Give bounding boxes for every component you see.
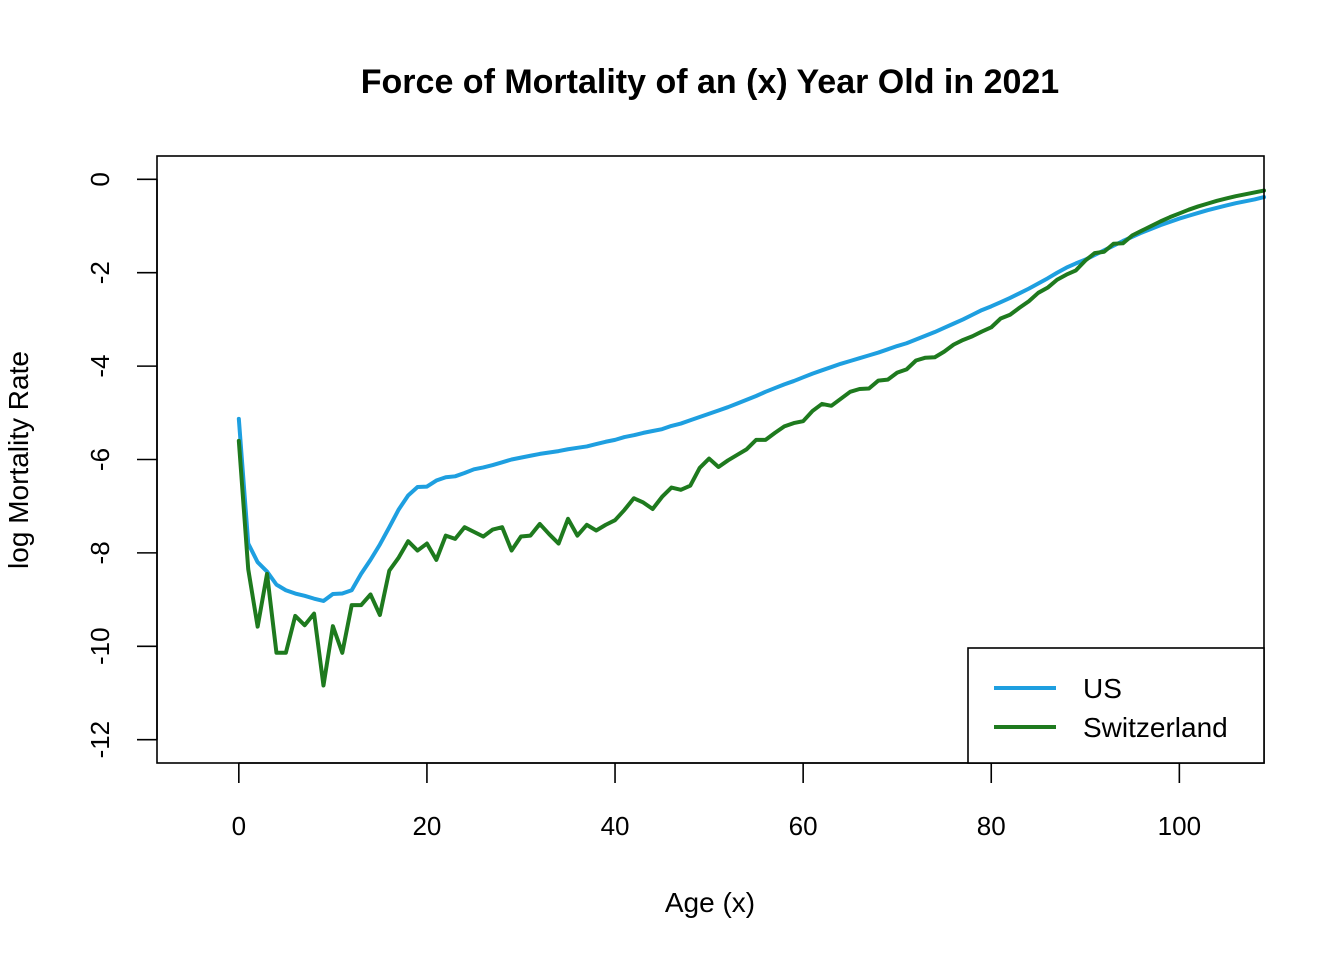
legend-label-switzerland: Switzerland bbox=[1083, 712, 1228, 743]
y-tick-label: 0 bbox=[85, 172, 115, 186]
x-tick-label: 0 bbox=[232, 811, 246, 841]
x-tick-label: 60 bbox=[789, 811, 818, 841]
y-tick-label: -6 bbox=[85, 448, 115, 471]
plot-frame bbox=[156, 155, 1265, 764]
y-tick-label: -8 bbox=[85, 541, 115, 564]
y-tick-label: -12 bbox=[85, 721, 115, 759]
legend: US Switzerland bbox=[967, 647, 1265, 764]
chart-title: Force of Mortality of an (x) Year Old in… bbox=[361, 63, 1059, 101]
series-line-switzerland bbox=[236, 188, 1266, 688]
x-axis-label: Age (x) bbox=[665, 887, 755, 918]
legend-box bbox=[967, 647, 1265, 764]
x-tick-label: 100 bbox=[1158, 811, 1201, 841]
series-layer bbox=[236, 188, 1266, 688]
x-tick-label: 40 bbox=[601, 811, 630, 841]
y-tick-label: -4 bbox=[85, 355, 115, 378]
x-tick-label: 20 bbox=[412, 811, 441, 841]
legend-label-us: US bbox=[1083, 673, 1122, 704]
x-tick-label: 80 bbox=[977, 811, 1006, 841]
x-axis: 0 20 40 60 80 100 bbox=[232, 762, 1201, 841]
y-axis-label: log Mortality Rate bbox=[3, 351, 34, 569]
y-tick-label: -10 bbox=[85, 627, 115, 665]
y-tick-label: -2 bbox=[85, 261, 115, 284]
